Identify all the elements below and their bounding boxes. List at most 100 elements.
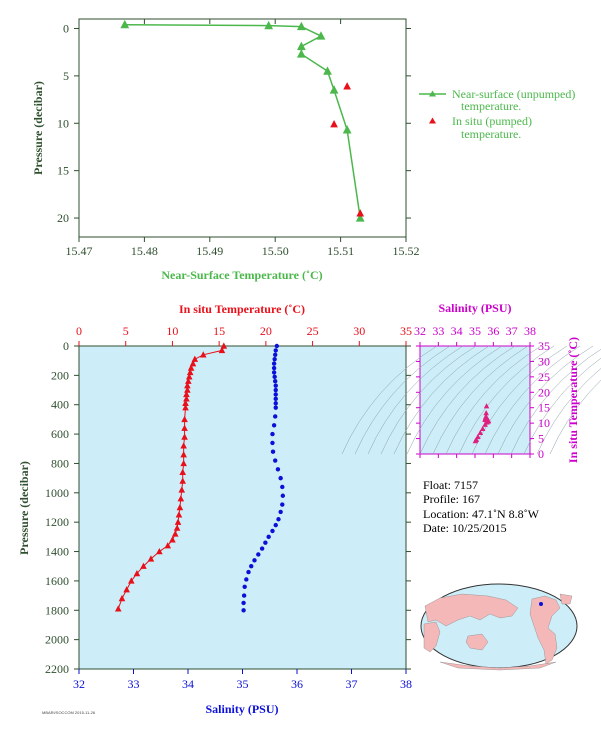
- near-surface-point: [342, 125, 352, 134]
- temperature-point: [133, 569, 141, 577]
- temperature-point: [220, 342, 228, 349]
- temperature-point: [179, 477, 187, 484]
- salinity-point: [273, 522, 278, 528]
- temperature-x-tick-label: 35: [400, 324, 412, 338]
- pressure-y-tick-label: 1000: [45, 486, 69, 500]
- temperature-point: [181, 433, 188, 440]
- top-y-tick-label: 5: [63, 69, 69, 83]
- salinity-point: [273, 392, 278, 397]
- pressure-y-tick-label: 1600: [45, 574, 69, 588]
- density-contour-line: [367, 345, 464, 455]
- temperature-x-tick-label: 10: [166, 324, 178, 338]
- salinity-point: [263, 540, 268, 545]
- salinity-point: [241, 600, 246, 606]
- footer-code: MBARI/SOCCOM 2015-11-26: [42, 710, 96, 715]
- ts-plot-area: [419, 345, 531, 455]
- temperature-x-tick-label: 25: [307, 324, 319, 338]
- map-land-greenland: [559, 593, 573, 605]
- temperature-point: [183, 390, 190, 398]
- salinity-x-tick-label: 34: [182, 677, 194, 691]
- pressure-y-tick-label: 0: [63, 339, 69, 353]
- ts-x-tick-label: 36: [487, 324, 499, 338]
- salinity-point: [249, 564, 254, 569]
- ts-x-tick-label: 37: [506, 324, 518, 338]
- salinity-point: [280, 493, 286, 498]
- salinity-point: [256, 552, 261, 557]
- temperature-point: [118, 594, 126, 602]
- temperature-point: [184, 386, 191, 393]
- map-land-antarctica: [439, 661, 557, 671]
- pressure-y-tick-label: 1800: [45, 603, 69, 617]
- top-y-tick-label: 15: [57, 164, 69, 178]
- map-land-africa: [423, 621, 441, 653]
- density-contour-line: [458, 345, 555, 455]
- ts-y-tick-label: 25: [538, 370, 550, 384]
- temperature-point: [180, 459, 187, 467]
- map-land-australia: [465, 633, 489, 651]
- density-contour-line: [510, 348, 601, 455]
- temperature-point: [179, 468, 187, 475]
- density-contour-line: [341, 345, 438, 455]
- salinity-point: [273, 383, 278, 388]
- density-contour-line: [406, 345, 503, 455]
- pressure-y-tick-label: 2200: [45, 662, 69, 676]
- pressure-y-tick-label: 1200: [45, 515, 69, 529]
- temperature-point: [128, 577, 135, 584]
- near-surface-point: [296, 49, 306, 58]
- world-map: [420, 583, 578, 671]
- temperature-x-tick-label: 20: [260, 324, 272, 338]
- salinity-point: [280, 502, 285, 507]
- pressure-y-ticks: 0 200 400 600 800 1000 1200 1400 1600 1800 2000 220…: [45, 339, 411, 676]
- top-legend: Near-surface (unpumped) temperature. In …: [419, 87, 575, 141]
- temperature-x-tick-label: 15: [213, 324, 225, 338]
- temperature-point: [181, 415, 188, 423]
- near-surface-point: [323, 66, 332, 75]
- float-id: Float: 7157: [423, 478, 478, 492]
- temperature-point: [176, 503, 184, 511]
- salinity-point: [271, 423, 277, 428]
- salinity-point: [259, 546, 265, 551]
- profile-series: [114, 342, 286, 613]
- pressure-y-tick-label: 600: [51, 427, 69, 441]
- top-y-axis-label: Pressure (decibar): [31, 81, 45, 175]
- top-y-tick-label: 10: [57, 116, 69, 130]
- density-contour-line: [523, 357, 601, 455]
- profile-number: Profile: 167: [423, 492, 480, 506]
- ts-point: [479, 425, 486, 431]
- pressure-y-tick-label: 1400: [45, 545, 69, 559]
- top-y-tick-label: 0: [63, 21, 69, 35]
- ts-y-tick-label: 15: [538, 401, 550, 415]
- ts-series: [472, 403, 492, 444]
- near-surface-point: [355, 213, 365, 222]
- in-situ-point: [343, 82, 351, 90]
- salinity-point: [273, 379, 278, 384]
- salinity-point: [276, 517, 281, 522]
- salinity-point: [252, 558, 257, 563]
- ts-x-tick-label: 33: [432, 324, 444, 338]
- salinity-point: [273, 396, 278, 402]
- temperature-point: [123, 586, 130, 593]
- date: Date: 10/25/2015: [423, 521, 507, 535]
- top-chart: 15.47 15.48 15.49 15.50 15.51 15.52 05101520 …: [31, 18, 575, 282]
- salinity-x-tick-label: 33: [128, 677, 140, 691]
- temperature-point: [175, 511, 183, 518]
- salinity-point: [270, 431, 275, 437]
- legend-triangle-icon: [429, 90, 436, 97]
- temperature-point: [191, 355, 199, 362]
- salinity-point: [266, 534, 271, 540]
- ts-x-tick-label: 38: [524, 324, 536, 338]
- temperature-point: [169, 536, 176, 543]
- ts-x-tick-label: 34: [451, 324, 463, 338]
- temperature-x-tick-label: 0: [76, 324, 82, 338]
- temperature-point: [185, 377, 192, 384]
- map-land-eurasia: [424, 593, 519, 627]
- ts-y-tick-label: 0: [538, 447, 544, 461]
- temperature-point: [164, 542, 172, 549]
- ts-point: [477, 429, 484, 435]
- pressure-y-tick-label: 2000: [45, 633, 69, 647]
- salinity-point: [273, 414, 278, 419]
- temperature-x-tick-label: 30: [353, 324, 365, 338]
- density-contour-line: [549, 379, 601, 455]
- temperature-point: [199, 351, 207, 358]
